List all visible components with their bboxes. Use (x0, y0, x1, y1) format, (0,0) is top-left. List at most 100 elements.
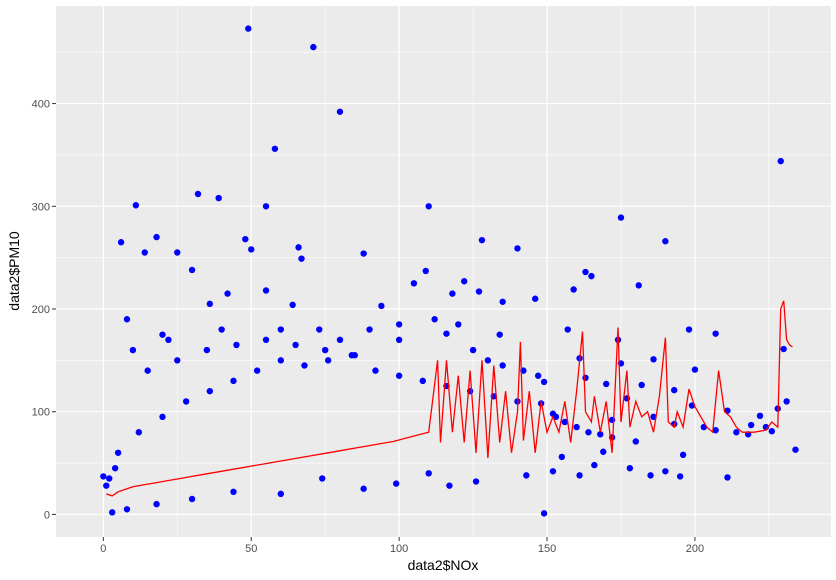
scatter-point (780, 345, 787, 353)
scatter-point (600, 448, 607, 455)
scatter-point (514, 245, 521, 252)
x-tick-label: 200 (686, 543, 704, 555)
scatter-point (534, 372, 542, 379)
scatter-point (132, 202, 140, 209)
scatter-point (106, 475, 113, 482)
scatter-point (242, 235, 249, 243)
scatter-point (392, 480, 400, 487)
scatter-point (671, 386, 678, 394)
scatter-point (617, 214, 625, 221)
scatter-point (174, 249, 181, 256)
scatter-point (756, 412, 764, 420)
scatter-point (564, 326, 571, 333)
y-axis-title: data2$PM10 (6, 231, 22, 311)
scatter-point (597, 431, 604, 438)
scatter-point (245, 25, 252, 32)
scatter-point (602, 380, 610, 388)
scatter-point (523, 472, 530, 479)
scatter-point (582, 374, 589, 382)
scatter-point (129, 346, 137, 354)
y-tick-label: 300 (32, 201, 50, 213)
scatter-point (218, 326, 225, 333)
scatter-point (469, 346, 477, 354)
scatter-point (573, 423, 580, 431)
scatter-point (540, 378, 548, 386)
scatter-point (103, 482, 110, 489)
scatter-point (230, 377, 237, 385)
scatter-point (768, 428, 776, 435)
scatter-point (484, 357, 492, 364)
y-tick-label: 200 (32, 304, 50, 316)
scatter-point (188, 266, 196, 274)
scatter-point (777, 157, 784, 165)
scatter-point (111, 464, 119, 472)
scatter-point (203, 346, 211, 354)
scatter-point (410, 280, 418, 287)
scatter-point (109, 509, 116, 516)
scatter-point (395, 321, 403, 328)
scatter-point (446, 482, 453, 489)
scatter-point (360, 485, 367, 492)
scatter-point (206, 387, 214, 395)
scatter-point (443, 330, 450, 337)
scatter-point (561, 418, 568, 426)
scatter-point (123, 316, 131, 323)
scatter-point (378, 302, 385, 310)
scatter-point (100, 473, 107, 480)
scatter-point (461, 278, 468, 285)
scatter-point (277, 357, 285, 364)
scatter-point (395, 336, 403, 344)
scatter-point (531, 295, 539, 302)
scatter-point (194, 190, 202, 198)
scatter-point (582, 268, 589, 276)
scatter-point (395, 372, 403, 379)
scatter-point (351, 352, 358, 359)
scatter-point (372, 367, 379, 374)
scatter-point (144, 367, 151, 374)
scatter-point (277, 490, 285, 498)
scatter-point (182, 398, 190, 405)
scatter-point (662, 238, 669, 245)
scatter-point (159, 331, 166, 338)
scatter-point (188, 495, 196, 503)
scatter-point (289, 301, 296, 309)
scatter-point (422, 267, 429, 275)
scatter-point (733, 429, 740, 436)
scatter-point (679, 451, 687, 459)
scatter-point (549, 468, 557, 475)
scatter-point (635, 282, 642, 289)
scatter-point (324, 357, 332, 364)
scatter-point (558, 453, 566, 461)
scatter-point (676, 473, 684, 480)
scatter-point (712, 426, 719, 434)
scatter-point (336, 336, 344, 344)
scatter-point (747, 421, 755, 429)
scatter-point (206, 300, 214, 308)
scatter-point (292, 341, 299, 349)
data-marks (100, 25, 799, 517)
scatter-point (271, 145, 279, 152)
scatter-point (499, 362, 506, 369)
scatter-point (638, 381, 645, 389)
scatter-point (141, 249, 148, 256)
scatter-point (478, 236, 486, 244)
y-tick-label: 400 (32, 99, 50, 111)
scatter-point (647, 472, 654, 479)
scatter-point (262, 203, 270, 210)
scatter-point (576, 472, 583, 479)
scatter-point (685, 326, 693, 333)
scatter-point (724, 474, 731, 481)
scatter-point (253, 367, 261, 374)
scatter-point (552, 413, 560, 421)
scatter-point (319, 475, 326, 482)
scatter-point (783, 398, 790, 405)
scatter-point (650, 356, 657, 363)
scatter-point (475, 288, 483, 295)
scatter-point (117, 239, 125, 246)
scatter-point (585, 429, 592, 436)
scatter-point (123, 506, 131, 513)
trend-line (106, 300, 793, 497)
scatter-point (230, 488, 237, 496)
scatter-point (626, 464, 634, 472)
plot-panel (56, 6, 831, 537)
